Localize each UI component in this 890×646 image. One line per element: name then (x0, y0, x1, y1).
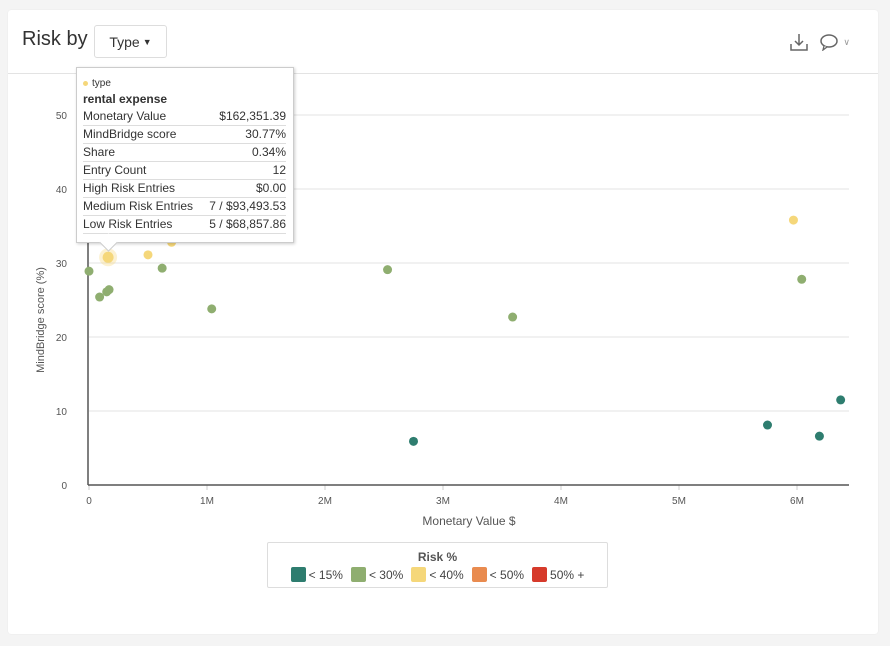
legend-label: < 40% (429, 567, 464, 582)
y-tick-label: 30 (56, 259, 68, 270)
data-point (409, 436, 418, 446)
data-point (508, 312, 518, 322)
tooltip-row-value: $162,351.39 (219, 109, 286, 123)
comment-icon[interactable] (819, 33, 839, 51)
data-point (95, 292, 105, 302)
legend-item[interactable]: < 40% (411, 567, 464, 582)
chart-title: Risk by (22, 28, 88, 50)
data-point-highlighted (102, 251, 114, 263)
tooltip-row-value: 0.34% (251, 145, 286, 159)
tooltip-row: Medium Risk Entries 7 / $93,493.53 (83, 198, 286, 216)
x-axis-title: Monetary Value $ (422, 514, 515, 528)
data-point (836, 395, 846, 405)
tooltip-row: Monetary Value $162,351.39 (83, 108, 286, 126)
data-point (104, 285, 114, 295)
legend-item[interactable]: 50% + (532, 567, 584, 582)
x-tick-label: 3M (436, 496, 450, 507)
tooltip-row-label: High Risk Entries (83, 181, 176, 195)
x-tick-label: 2M (318, 496, 332, 507)
x-tick-label: 5M (672, 496, 686, 507)
y-tick-label: 20 (56, 333, 68, 344)
data-point (788, 215, 798, 225)
tooltip-row: High Risk Entries $0.00 (83, 180, 286, 198)
tooltip-row-label: Medium Risk Entries (83, 199, 194, 213)
legend-label: < 50% (489, 567, 525, 582)
y-tick-label: 0 (61, 481, 67, 492)
tooltip-row-value: $0.00 (255, 181, 286, 195)
tooltip-row-label: Monetary Value (83, 109, 167, 123)
data-point (143, 250, 153, 260)
data-point (814, 431, 824, 441)
tooltip-row-label: Share (83, 145, 116, 159)
data-point (157, 263, 167, 273)
legend-label: < 15% (308, 567, 343, 582)
x-tick-label: 6M (790, 496, 804, 507)
data-point (763, 420, 772, 430)
legend: Risk % < 15% < 30% < 40% < 50% 50% + (267, 542, 608, 588)
tooltip-row-label: Entry Count (83, 163, 147, 177)
tooltip-row-value: 7 / $93,493.53 (209, 199, 286, 213)
tooltip-row: Low Risk Entries 5 / $68,857.86 (83, 216, 286, 234)
series-dot-icon (83, 81, 88, 86)
legend-title: Risk % (417, 550, 458, 564)
tooltip-row-value: 30.77% (245, 127, 286, 141)
y-tick-label: 50 (56, 111, 68, 122)
tooltip-row: Entry Count 12 (83, 162, 286, 180)
tooltip: type rental expense Monetary Value $162,3… (76, 67, 294, 243)
legend-swatch (350, 567, 366, 582)
legend-swatch (532, 567, 548, 582)
data-point (84, 266, 94, 276)
legend-swatch (471, 567, 487, 582)
legend-label: 50% + (550, 567, 585, 582)
x-tick-label: 1M (200, 496, 214, 507)
type-dropdown[interactable]: Type ▼ (94, 25, 167, 58)
tooltip-row: Share 0.34% (83, 144, 286, 162)
y-tick-label: 40 (56, 185, 68, 196)
data-point (797, 274, 807, 284)
tooltip-point-name: rental expense (83, 92, 168, 106)
x-tick-label: 0 (86, 496, 92, 507)
x-tick-label: 4M (554, 496, 568, 507)
type-dropdown-label: Type (109, 33, 140, 50)
tooltip-row-label: MindBridge score (83, 127, 177, 141)
legend-item[interactable]: < 50% (471, 567, 525, 582)
legend-item[interactable]: < 15% (290, 567, 343, 582)
legend-label: < 30% (368, 567, 404, 582)
chevron-down-icon[interactable]: ∨ (843, 36, 850, 47)
legend-swatch (411, 567, 427, 582)
tooltip-row-value: 5 / $68,857.86 (209, 217, 286, 231)
legend-swatch (290, 567, 306, 582)
tooltip-row-label: Low Risk Entries (83, 217, 173, 231)
header-divider (8, 73, 878, 74)
tooltip-series: type (83, 78, 286, 89)
data-point (207, 304, 217, 314)
tooltip-row-value: 12 (272, 163, 286, 177)
data-point (383, 265, 393, 275)
caret-down-icon: ▼ (142, 36, 152, 47)
legend-item[interactable]: < 30% (350, 567, 404, 582)
y-tick-label: 10 (56, 407, 68, 418)
tooltip-row: MindBridge score 30.77% (83, 126, 286, 144)
download-icon[interactable] (789, 32, 809, 52)
y-axis-title: MindBridge score (%) (35, 267, 47, 373)
